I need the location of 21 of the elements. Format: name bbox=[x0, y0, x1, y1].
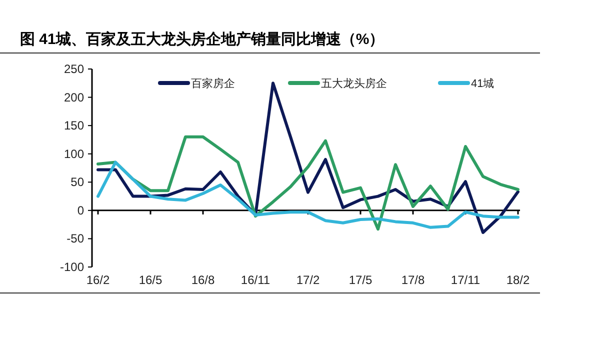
x-tick-label: 16/11 bbox=[240, 273, 270, 287]
y-tick-label: 200 bbox=[64, 90, 84, 104]
y-tick-label: -100 bbox=[60, 260, 84, 274]
legend-label: 百家房企 bbox=[191, 77, 235, 90]
x-tick-label: 16/2 bbox=[86, 273, 110, 287]
x-tick-label: 16/5 bbox=[138, 273, 162, 287]
y-tick-label: 150 bbox=[64, 118, 84, 133]
y-tick-label: 0 bbox=[77, 203, 84, 218]
y-tick-label: -50 bbox=[66, 232, 84, 246]
x-tick-label: 18/2 bbox=[506, 273, 530, 287]
x-tick-label: 16/8 bbox=[191, 273, 215, 287]
y-tick-label: 250 bbox=[64, 62, 84, 76]
legend-label: 五大龙头房企 bbox=[321, 77, 387, 90]
x-tick-label: 17/8 bbox=[401, 273, 425, 287]
x-tick-label: 17/5 bbox=[348, 273, 372, 287]
y-tick-label: 50 bbox=[70, 175, 84, 190]
x-tick-label: 17/2 bbox=[296, 273, 320, 287]
legend-label: 41城 bbox=[471, 77, 494, 90]
chart-title: 图 41城、百家及五大龙头房企地产销量同比增速（%） bbox=[20, 30, 384, 48]
x-tick-label: 17/11 bbox=[450, 273, 480, 287]
y-tick-label: 100 bbox=[64, 146, 84, 161]
